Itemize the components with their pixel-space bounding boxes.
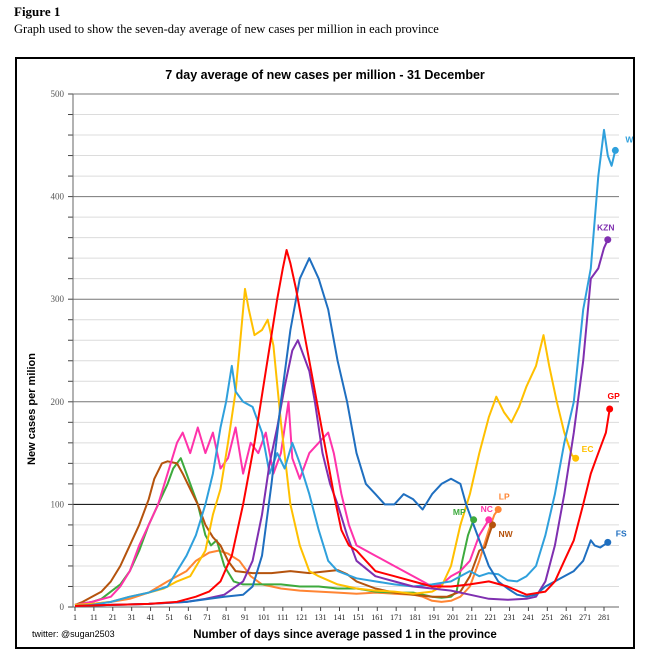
x-tick-label: 151 xyxy=(352,613,364,622)
figure-label: Figure 1 xyxy=(14,4,61,19)
series-label-wc: WC xyxy=(625,134,633,144)
x-tick-label: 251 xyxy=(541,613,553,622)
end-marker-nw xyxy=(489,521,497,529)
series-line-wc xyxy=(74,128,617,607)
end-marker-kzn xyxy=(604,236,612,244)
y-tick-label: 0 xyxy=(60,602,65,612)
credit-text: twitter: @sugan2503 xyxy=(32,629,115,639)
series-label-nc: NC xyxy=(481,504,493,514)
x-tick-label: 1 xyxy=(73,613,77,622)
x-tick-label: 271 xyxy=(579,613,591,622)
x-tick-label: 81 xyxy=(222,613,230,622)
series-line-nw xyxy=(74,460,494,606)
series-label-nw: NW xyxy=(499,529,514,539)
series-line-gp xyxy=(74,249,611,607)
series-end-markers: LP MP NW NC EC WC KZN FS GP xyxy=(453,134,633,546)
y-axis-label: New cases per milion xyxy=(26,353,38,465)
x-tick-label: 241 xyxy=(522,613,534,622)
series-label-gp: GP xyxy=(608,391,621,401)
x-tick-label: 71 xyxy=(203,613,211,622)
end-marker-wc xyxy=(611,146,619,154)
x-tick-label: 231 xyxy=(504,613,516,622)
x-tick-label: 31 xyxy=(128,613,136,622)
y-tick-label: 300 xyxy=(51,294,65,304)
x-tick-label: 221 xyxy=(485,613,497,622)
chart-frame: 0 100 200 300 400 500 1 11 21 31 41 51 61 71 81 91 101 1… xyxy=(15,57,635,649)
end-marker-lp xyxy=(494,506,502,514)
series-line-nc xyxy=(74,400,490,606)
series-line-kzn xyxy=(74,239,609,607)
x-tick-label: 281 xyxy=(598,613,610,622)
x-tick-label: 61 xyxy=(184,613,192,622)
x-tick-label: 21 xyxy=(109,613,117,622)
y-tick-labels: 0 100 200 300 400 500 xyxy=(51,89,65,612)
x-tick-label: 91 xyxy=(241,613,249,622)
series-line-ec xyxy=(74,287,577,606)
series-line-fs xyxy=(74,257,609,607)
gridlines xyxy=(73,93,619,608)
y-tick-label: 500 xyxy=(51,89,65,99)
series-label-mp: MP xyxy=(453,507,466,517)
x-tick-label: 181 xyxy=(409,613,421,622)
x-tick-label: 51 xyxy=(165,613,173,622)
end-marker-fs xyxy=(604,538,612,546)
y-tick-label: 200 xyxy=(51,397,65,407)
y-tick-label: 400 xyxy=(51,192,65,202)
end-marker-gp xyxy=(606,405,614,413)
x-tick-label: 161 xyxy=(371,613,383,622)
end-marker-ec xyxy=(572,454,580,462)
x-axis-label: Number of days since average passed 1 in… xyxy=(193,629,497,641)
series-lines xyxy=(74,128,617,607)
x-tick-label: 11 xyxy=(90,613,98,622)
x-tick-label: 261 xyxy=(560,613,572,622)
x-tick-label: 131 xyxy=(315,613,327,622)
x-tick-labels: 1 11 21 31 41 51 61 71 81 91 101 111 121 131 141 151 161… xyxy=(73,613,610,622)
x-tick-label: 211 xyxy=(466,613,478,622)
x-tick-label: 171 xyxy=(390,613,402,622)
series-label-fs: FS xyxy=(616,528,627,538)
x-tick-label: 201 xyxy=(447,613,459,622)
end-marker-mp xyxy=(470,516,478,524)
x-tick-label: 101 xyxy=(258,613,270,622)
x-tick-label: 121 xyxy=(296,613,308,622)
series-label-ec: EC xyxy=(582,444,594,454)
x-tick-label: 111 xyxy=(277,613,288,622)
x-tick-label: 141 xyxy=(334,613,346,622)
axes xyxy=(68,93,619,611)
figure-caption: Graph used to show the seven-day average… xyxy=(14,22,439,36)
series-label-lp: LP xyxy=(499,492,510,502)
x-tick-label: 191 xyxy=(428,613,440,622)
x-tick-label: 41 xyxy=(147,613,155,622)
series-label-kzn: KZN xyxy=(597,223,614,233)
end-marker-nc xyxy=(485,516,493,524)
chart-title: 7 day average of new cases per million -… xyxy=(165,68,485,82)
series-line-mp xyxy=(74,457,475,606)
y-tick-label: 100 xyxy=(51,499,65,509)
